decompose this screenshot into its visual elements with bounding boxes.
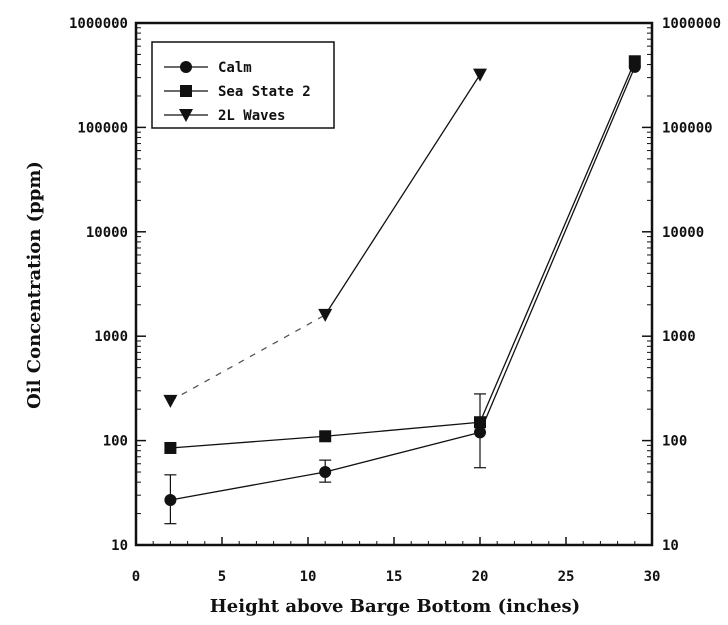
x-tick-label: 5	[218, 569, 226, 585]
data-point-square	[628, 55, 641, 68]
data-point-triangle-down	[473, 68, 487, 82]
series-line-segment	[479, 66, 636, 433]
data-point-circle	[319, 466, 332, 479]
legend-label: Sea State 2	[218, 84, 311, 100]
y-tick-label-right: 10	[662, 538, 679, 554]
y-tick-label-left: 100000	[77, 120, 128, 136]
y-tick-label-right: 1000000	[662, 16, 721, 32]
y-axis-title: Oil Concentration (ppm)	[24, 161, 45, 409]
y-tick-label-right: 10000	[662, 225, 704, 241]
legend-marker-circle	[180, 61, 192, 73]
data-point-circle	[474, 426, 486, 439]
data-point-circle	[164, 493, 177, 506]
data-point-triangle-down	[318, 308, 333, 322]
x-tick-label: 10	[300, 569, 317, 585]
series-sea-state-2	[164, 55, 641, 454]
y-tick-label-right: 1000	[662, 329, 696, 345]
data-point-square	[474, 416, 486, 429]
x-tick-label: 20	[472, 569, 489, 585]
x-axis-title: Height above Barge Bottom (inches)	[210, 596, 580, 617]
y-tick-label-left: 1000000	[69, 16, 128, 32]
series-group	[163, 55, 641, 525]
series-2l-waves	[163, 68, 487, 408]
series-line-segment	[170, 435, 326, 449]
legend: Calm Sea State 2 2L Waves	[151, 41, 335, 129]
y-tick-label-left: 10000	[86, 225, 128, 241]
data-point-triangle-down	[163, 394, 178, 408]
legend-marker-triangle-down	[179, 109, 193, 122]
series-line-segment	[170, 471, 326, 501]
series-line-segment	[325, 431, 481, 473]
y-ticks-group: 10 100 1000 10000 100000 1000000 10 100 1000 1000…	[69, 16, 721, 554]
series-line-segment	[170, 314, 326, 402]
legend-label: Calm	[218, 60, 252, 76]
data-point-square	[319, 430, 332, 443]
x-ticks-group: 0 5 10 15 20 25 30	[132, 537, 661, 585]
y-tick-label-left: 10	[111, 538, 128, 554]
legend-marker-square	[180, 85, 192, 97]
y-tick-label-left: 100	[103, 434, 128, 450]
series-line-segment	[479, 61, 636, 423]
series-calm	[164, 60, 641, 525]
x-tick-label: 30	[644, 569, 661, 585]
x-tick-label: 15	[386, 569, 403, 585]
series-line-segment	[324, 74, 481, 316]
legend-label: 2L Waves	[218, 108, 285, 124]
x-tick-label: 25	[558, 569, 575, 585]
y-tick-label-left: 1000	[94, 329, 128, 345]
series-line-segment	[325, 421, 481, 437]
y-tick-label-right: 100000	[662, 120, 713, 136]
y-tick-label-right: 100	[662, 434, 687, 450]
x-tick-label: 0	[132, 569, 140, 585]
data-point-square	[164, 441, 177, 454]
